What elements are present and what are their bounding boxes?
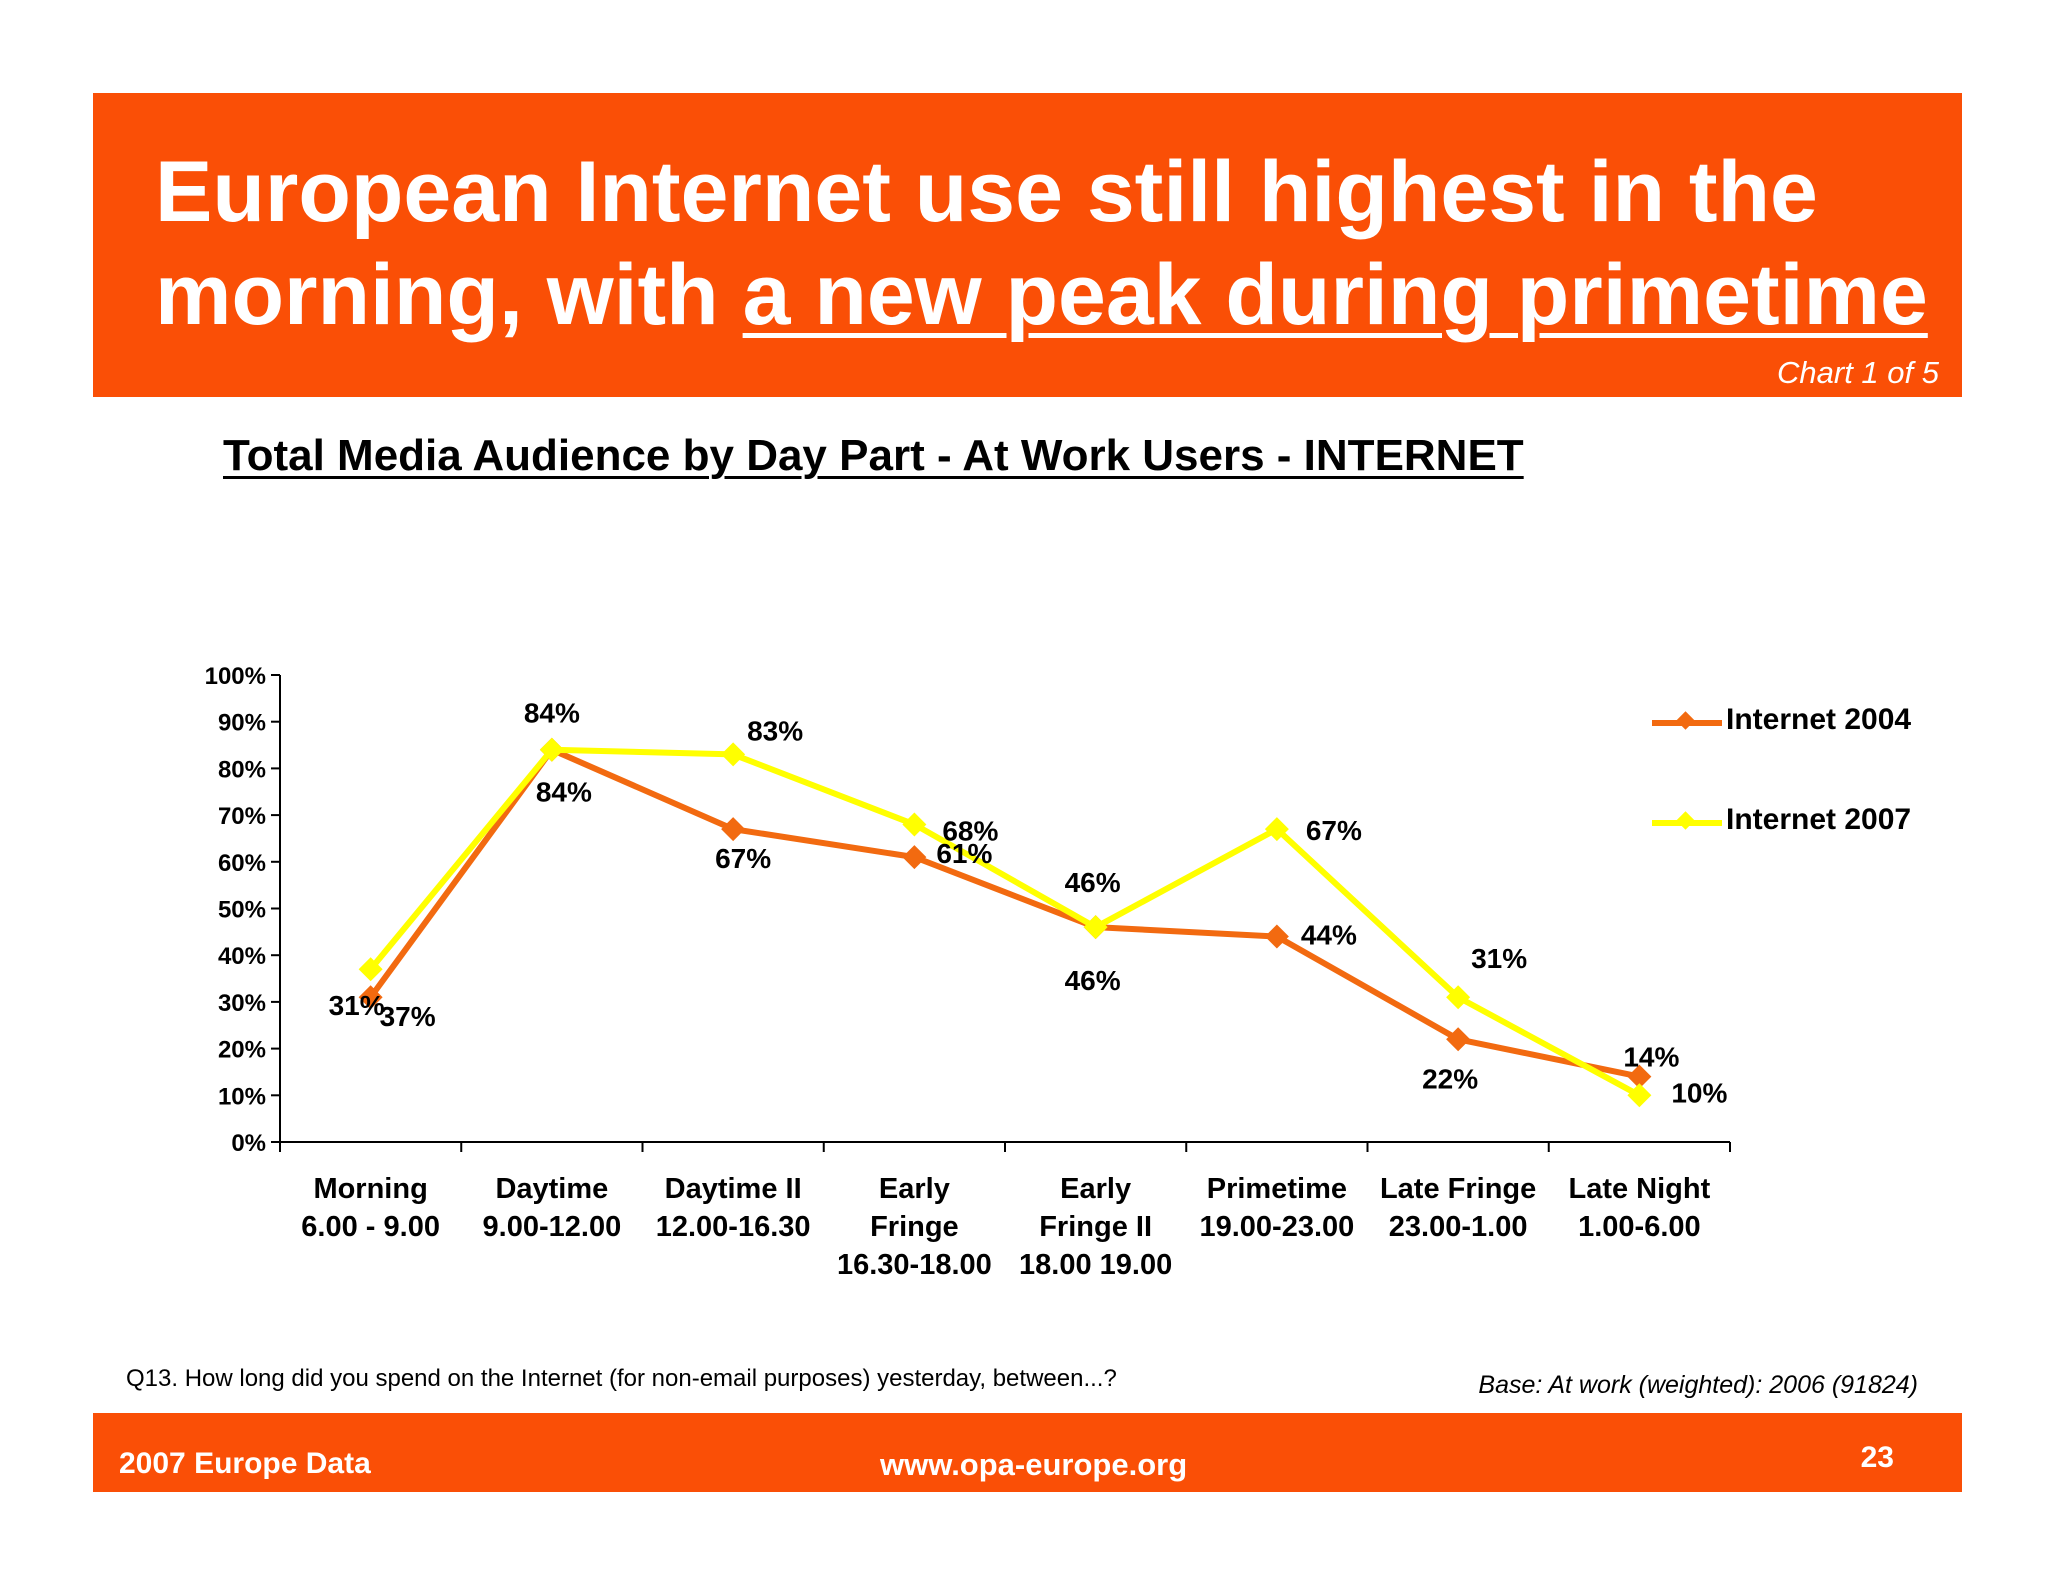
series-2-point	[902, 812, 927, 837]
legend-swatch-internet-2007	[1652, 811, 1722, 830]
headline-emphasis: a new peak during primetime	[742, 247, 1928, 343]
data-label: 84%	[536, 777, 592, 808]
y-tick-label: 40%	[218, 943, 266, 970]
data-label: 44%	[1301, 920, 1357, 951]
series-1-point	[1446, 1027, 1471, 1052]
y-tick-label: 0%	[231, 1130, 266, 1157]
x-tick-label: Daytime II 12.00-16.30	[656, 1173, 811, 1243]
series-1-point	[1264, 924, 1289, 949]
headline-line-2: morning, with	[155, 247, 743, 343]
chart-counter: Chart 1 of 5	[1777, 355, 1939, 390]
series-2-point	[1264, 817, 1289, 842]
header-band: European Internet use still highest in t…	[93, 93, 1962, 397]
survey-question-note: Q13. How long did you spend on the Inter…	[126, 1365, 1117, 1392]
legend-swatch-internet-2004	[1652, 711, 1722, 730]
series-2-point	[539, 737, 564, 762]
series-1-point	[1627, 1064, 1652, 1089]
chart-data-labels: 31% 84% 67% 61% 46% 44% 22% 14% 37% 84% 83% 68% 46% 6…	[329, 698, 1728, 1109]
x-tick-label: Late Night 1.00-6.00	[1568, 1173, 1710, 1243]
y-tick-label: 80%	[218, 756, 266, 783]
data-label: 14%	[1623, 1042, 1679, 1073]
x-tick-label: Early Fringe II 18.00 19.00	[1019, 1173, 1172, 1281]
data-label: 46%	[1065, 867, 1121, 898]
series-2-point	[1446, 985, 1471, 1010]
data-label: 68%	[942, 815, 998, 846]
data-label: 61%	[936, 838, 992, 869]
footer-source: 2007 Europe Data	[119, 1447, 371, 1480]
legend-label-internet-2007: Internet 2007	[1726, 803, 1912, 836]
y-tick-label: 100%	[205, 663, 266, 690]
chart-title: Total Media Audience by Day Part - At Wo…	[223, 431, 1524, 480]
x-tick-label: Late Fringe 23.00-1.00	[1380, 1173, 1536, 1243]
x-tick-label: Daytime 9.00-12.00	[483, 1173, 622, 1243]
y-tick-label: 90%	[218, 710, 266, 737]
series-1-point	[902, 845, 927, 870]
footer-website-link[interactable]: www.opa-europe.org	[880, 1447, 1188, 1482]
data-label: 31%	[329, 990, 385, 1021]
data-label: 67%	[715, 843, 771, 874]
series-2-point	[1083, 915, 1108, 940]
series-2-point	[721, 742, 746, 767]
series-1-point	[721, 817, 746, 842]
series-2-point	[358, 957, 383, 982]
series-1-point	[358, 985, 383, 1010]
chart-axes: 0% 10% 20% 30% 40% 50% 60% 70% 80% 90% 100% Morning…	[205, 663, 1731, 1281]
series-2-point	[1627, 1083, 1652, 1108]
x-tick-label: Early Fringe 16.30-18.00	[837, 1173, 992, 1281]
headline: European Internet use still highest in t…	[155, 141, 1928, 347]
data-label: 22%	[1422, 1063, 1478, 1094]
series-line-2	[368, 746, 1641, 1098]
y-tick-label: 20%	[218, 1037, 266, 1064]
y-tick-label: 50%	[218, 897, 266, 924]
y-tick-label: 30%	[218, 990, 266, 1017]
chart-series	[358, 737, 1652, 1108]
data-label: 67%	[1306, 815, 1362, 846]
base-note: Base: At work (weighted): 2006 (91824)	[1478, 1371, 1918, 1399]
x-tick-label: Primetime 19.00-23.00	[1199, 1173, 1354, 1243]
headline-line-1: European Internet use still highest in t…	[155, 144, 1818, 240]
y-tick-label: 70%	[218, 803, 266, 830]
footer-band: 2007 Europe Data www.opa-europe.org 23	[93, 1413, 1962, 1492]
series-line-1	[368, 746, 1640, 1080]
data-label: 37%	[380, 1001, 436, 1032]
legend-label-internet-2004: Internet 2004	[1726, 703, 1912, 736]
data-label: 83%	[747, 715, 803, 746]
data-label: 84%	[524, 698, 580, 729]
data-label: 31%	[1471, 943, 1527, 974]
x-tick-label: Morning 6.00 - 9.00	[301, 1173, 440, 1243]
y-tick-label: 60%	[218, 850, 266, 877]
y-tick-label: 10%	[218, 1083, 266, 1110]
data-label: 46%	[1065, 965, 1121, 996]
page-number: 23	[1860, 1441, 1894, 1474]
data-label: 10%	[1671, 1077, 1727, 1108]
